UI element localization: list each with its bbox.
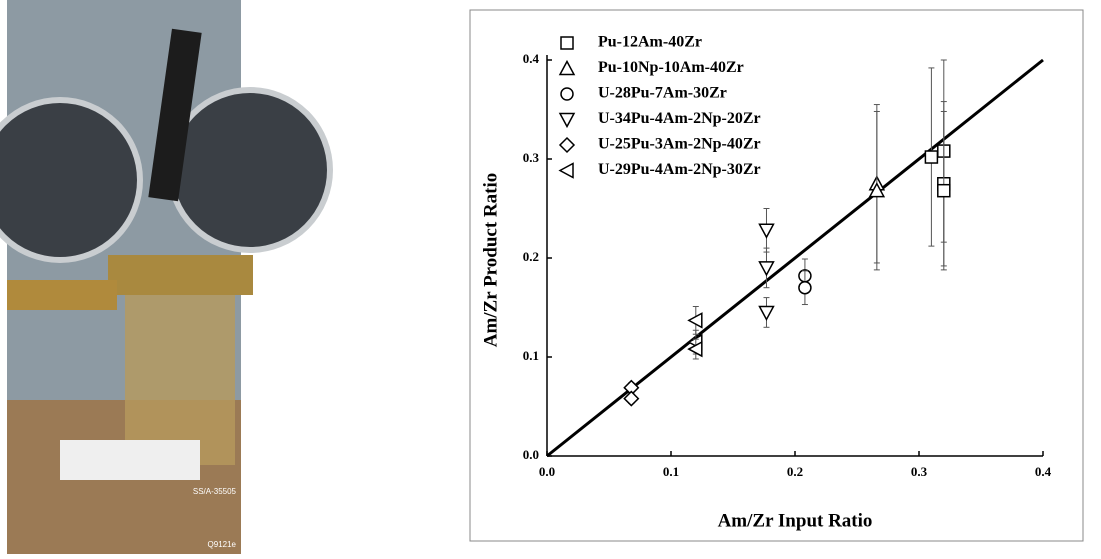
y-tick-label: 0.4 [523,51,540,66]
legend-label: U-34Pu-4Am-2Np-20Zr [598,110,761,127]
x-tick-label: 0.4 [1035,464,1052,479]
y-tick-label: 0.0 [523,447,539,462]
x-tick-label: 0.2 [787,464,803,479]
valve [7,280,117,310]
marker [938,185,950,197]
marker [925,151,937,163]
legend-label: Pu-12Am-40Zr [598,34,702,51]
photo-label: Q9121e [208,540,237,549]
legend-label: U-29Pu-4Am-2Np-30Zr [598,161,761,178]
photo-label: SS/A-35505 [193,487,237,496]
legend-label: Pu-10Np-10Am-40Zr [598,59,744,76]
y-axis-label: Am/Zr Product Ratio [480,173,501,348]
legend-label: U-25Pu-3Am-2Np-40Zr [598,136,761,153]
page: {"photo": {"labels": ["SS/A-35505", "Q91… [0,0,1101,559]
glovebox-port [170,90,330,250]
y-tick-label: 0.3 [523,150,540,165]
x-axis-label: Am/Zr Input Ratio [718,510,873,531]
cloth [60,440,200,480]
marker [799,282,811,294]
photo: SS/A-35505 Q9121e [0,0,330,554]
x-tick-label: 0.0 [539,464,555,479]
y-tick-label: 0.1 [523,348,539,363]
brass-lid [108,255,253,295]
y-tick-label: 0.2 [523,249,539,264]
x-tick-label: 0.1 [663,464,679,479]
figure: SS/A-35505 Q9121e Am/Zr Input Ratio Am/Z… [0,0,1101,554]
legend-label: U-28Pu-7Am-30Zr [598,85,727,102]
glovebox-port [0,100,140,260]
x-tick-label: 0.3 [911,464,928,479]
